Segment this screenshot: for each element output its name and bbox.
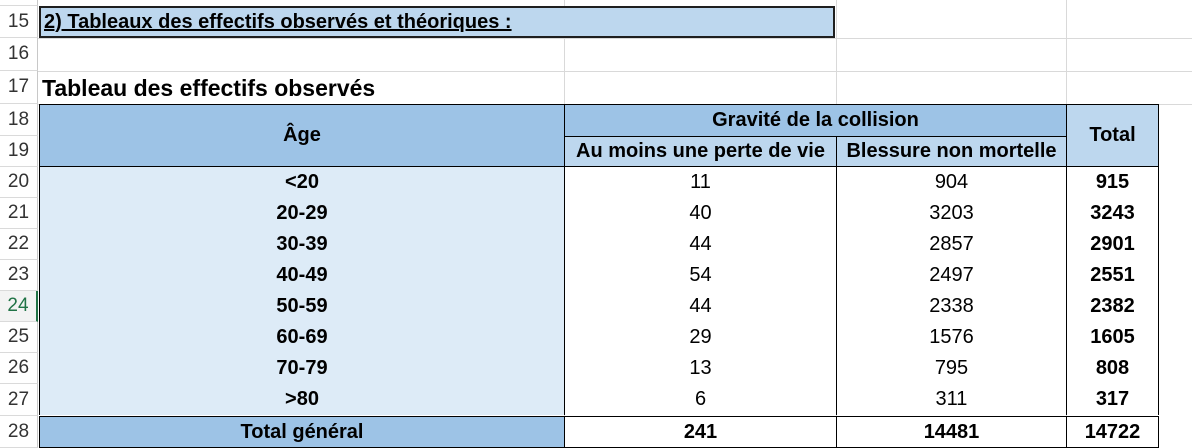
row-header-18[interactable]: 18	[0, 104, 38, 136]
grand-total-label[interactable]: Total général	[39, 416, 565, 448]
row-total-cell[interactable]: 1605	[1066, 322, 1159, 353]
deaths-cell[interactable]: 44	[564, 291, 837, 322]
row-total-cell[interactable]: 2901	[1066, 229, 1159, 260]
row-header-23[interactable]: 23	[0, 260, 38, 291]
injuries-cell[interactable]: 2338	[836, 291, 1067, 322]
row-gridline	[38, 38, 1192, 39]
injuries-cell[interactable]: 795	[836, 353, 1067, 384]
row-total-cell[interactable]: 2551	[1066, 260, 1159, 291]
row-header-partial	[0, 0, 38, 6]
row-total-cell[interactable]: 317	[1066, 384, 1159, 415]
row-header-16[interactable]: 16	[0, 38, 38, 71]
age-cell[interactable]: 40-49	[39, 260, 565, 291]
age-cell[interactable]: 60-69	[39, 322, 565, 353]
deaths-cell[interactable]: 13	[564, 353, 837, 384]
row-total-cell[interactable]: 3243	[1066, 198, 1159, 229]
row-header-15[interactable]: 15	[0, 6, 38, 38]
deaths-cell[interactable]: 11	[564, 167, 837, 198]
section-title[interactable]: 2) Tableaux des effectifs observés et th…	[39, 6, 835, 38]
deaths-cell[interactable]: 29	[564, 322, 837, 353]
grand-total-deaths[interactable]: 241	[564, 416, 837, 448]
age-cell[interactable]: 30-39	[39, 229, 565, 260]
deaths-cell[interactable]: 40	[564, 198, 837, 229]
row-header-27[interactable]: 27	[0, 384, 38, 416]
fatal-column-header[interactable]: Au moins une perte de vie	[564, 136, 837, 167]
row-header-25[interactable]: 25	[0, 322, 38, 353]
age-cell[interactable]: 20-29	[39, 198, 565, 229]
deaths-cell[interactable]: 6	[564, 384, 837, 415]
injuries-cell[interactable]: 2497	[836, 260, 1067, 291]
injuries-cell[interactable]: 1576	[836, 322, 1067, 353]
deaths-cell[interactable]: 44	[564, 229, 837, 260]
row-header-28[interactable]: 28	[0, 416, 38, 448]
table-title[interactable]: Tableau des effectifs observés	[42, 74, 376, 101]
row-header-24[interactable]: 24	[0, 291, 38, 322]
injuries-cell[interactable]: 904	[836, 167, 1067, 198]
deaths-cell[interactable]: 54	[564, 260, 837, 291]
row-gridline	[38, 71, 1192, 72]
age-header[interactable]: Âge	[39, 104, 565, 167]
row-total-cell[interactable]: 2382	[1066, 291, 1159, 322]
injury-column-header[interactable]: Blessure non mortelle	[836, 136, 1067, 167]
row-total-cell[interactable]: 915	[1066, 167, 1159, 198]
row-header-26[interactable]: 26	[0, 353, 38, 384]
row-header-21[interactable]: 21	[0, 198, 38, 229]
injuries-cell[interactable]: 2857	[836, 229, 1067, 260]
row-header-17[interactable]: 17	[0, 71, 38, 104]
total-column-header[interactable]: Total	[1066, 104, 1159, 167]
injuries-cell[interactable]: 311	[836, 384, 1067, 415]
grand-total-injuries[interactable]: 14481	[836, 416, 1067, 448]
grand-total-total[interactable]: 14722	[1066, 416, 1159, 448]
severity-group-header[interactable]: Gravité de la collision	[564, 104, 1067, 137]
age-cell[interactable]: >80	[39, 384, 565, 415]
age-cell[interactable]: 50-59	[39, 291, 565, 322]
age-cell[interactable]: <20	[39, 167, 565, 198]
row-total-cell[interactable]: 808	[1066, 353, 1159, 384]
injuries-cell[interactable]: 3203	[836, 198, 1067, 229]
row-header-22[interactable]: 22	[0, 229, 38, 260]
age-cell[interactable]: 70-79	[39, 353, 565, 384]
row-header-20[interactable]: 20	[0, 167, 38, 198]
row-header-19[interactable]: 19	[0, 136, 38, 167]
